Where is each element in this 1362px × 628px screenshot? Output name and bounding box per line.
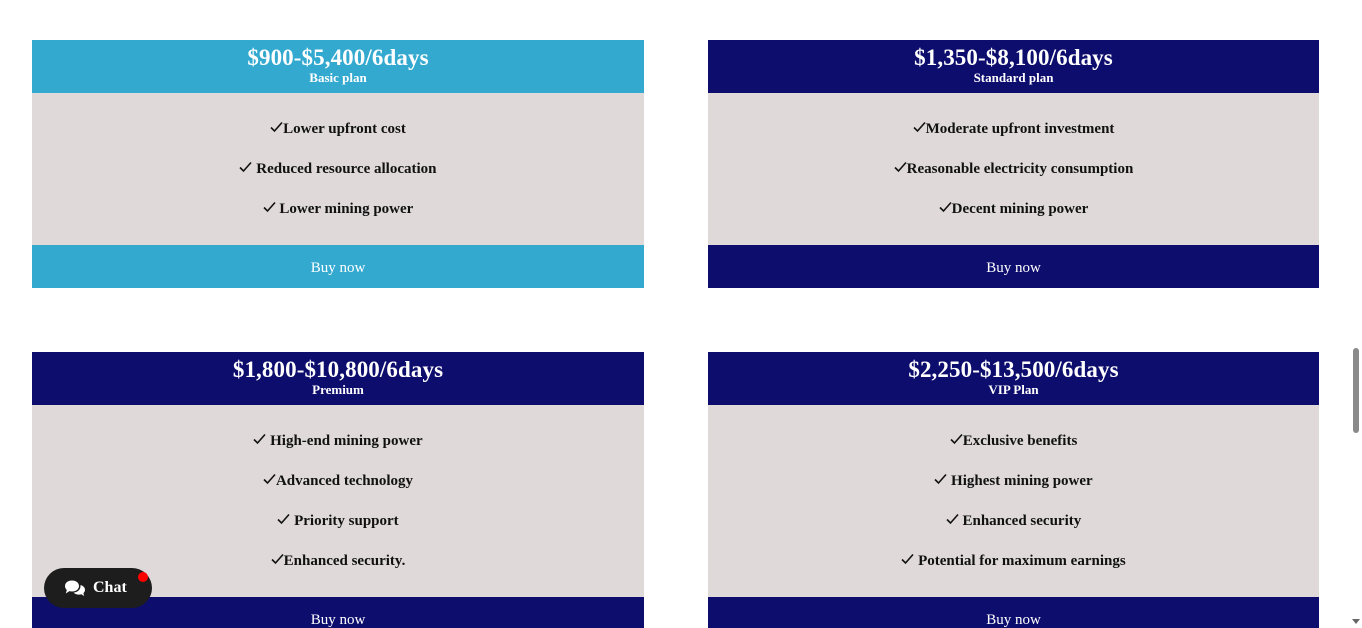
check-icon [239,161,253,173]
feature-item: Advanced technology [32,470,644,510]
feature-item: High-end mining power [32,430,644,470]
buy-now-button[interactable]: Buy now [708,597,1319,628]
feature-item: Reasonable electricity consumption [708,158,1319,198]
feature-item: Moderate upfront investment [708,118,1319,158]
scroll-down-arrow-icon[interactable] [1352,619,1360,624]
plan-header: $900-$5,400/6days Basic plan [32,40,644,93]
plan-price: $1,800-$10,800/6days [232,357,444,382]
check-icon [263,473,276,485]
notification-badge [138,572,148,582]
chat-bubbles-icon [64,579,86,597]
feature-label: Highest mining power [947,473,1093,489]
plan-card-vip: $2,250-$13,500/6days VIP Plan Exclusive … [708,352,1319,628]
plan-card-basic: $900-$5,400/6days Basic plan Lower upfro… [32,40,644,288]
plan-header: $1,350-$8,100/6days Standard plan [708,40,1319,93]
check-icon [894,161,907,173]
feature-label: Enhanced security [958,513,1082,529]
check-icon [912,121,926,133]
feature-item: Decent mining power [708,198,1319,238]
plan-price: $1,350-$8,100/6days [914,45,1113,70]
feature-label: Potential for maximum earnings [914,553,1126,569]
check-icon [934,473,947,485]
plan-header: $1,800-$10,800/6days Premium [32,352,644,405]
vertical-scrollbar[interactable] [1350,0,1362,628]
plan-name: VIP Plan [988,382,1039,397]
plan-header: $2,250-$13,500/6days VIP Plan [708,352,1319,405]
plan-name: Basic plan [309,70,367,85]
plan-price: $2,250-$13,500/6days [908,357,1119,382]
feature-item: Lower mining power [32,198,644,238]
plan-features: Moderate upfront investment Reasonable e… [708,93,1319,245]
feature-label: Lower upfront cost [283,121,406,137]
plan-features: Lower upfront cost Reduced resource allo… [32,93,644,245]
check-icon [939,201,952,213]
scrollbar-thumb[interactable] [1353,348,1359,433]
check-icon [950,433,963,445]
plan-features: Exclusive benefits Highest mining power … [708,405,1319,597]
feature-label: Priority support [290,513,399,529]
check-icon [253,433,266,445]
plan-card-premium: $1,800-$10,800/6days Premium High-end mi… [32,352,644,628]
chat-label: Chat [93,579,127,596]
check-icon [277,513,290,525]
feature-label: Moderate upfront investment [925,121,1115,137]
feature-item: Priority support [32,510,644,550]
plan-name: Standard plan [973,70,1054,85]
feature-label: Reduced resource allocation [252,161,437,177]
feature-item: Lower upfront cost [32,118,644,158]
feature-label: Decent mining power [951,201,1089,217]
feature-label: Lower mining power [275,201,414,217]
plan-features: High-end mining power Advanced technolog… [32,405,644,597]
feature-item: Potential for maximum earnings [708,550,1319,590]
feature-label: Exclusive benefits [962,433,1078,449]
check-icon [901,553,914,565]
feature-label: Reasonable electricity consumption [906,161,1134,177]
chat-button[interactable]: Chat [44,568,152,608]
check-icon [271,553,284,565]
plan-card-standard: $1,350-$8,100/6days Standard plan Modera… [708,40,1319,288]
feature-item: Enhanced security [708,510,1319,550]
buy-now-button[interactable]: Buy now [32,245,644,288]
check-icon [270,121,283,133]
feature-item: Highest mining power [708,470,1319,510]
plan-name: Premium [312,382,364,397]
plan-price: $900-$5,400/6days [247,45,429,70]
feature-item: Reduced resource allocation [32,158,644,198]
check-icon [946,513,959,525]
feature-label: High-end mining power [266,433,423,449]
buy-now-button[interactable]: Buy now [708,245,1319,288]
check-icon [263,201,276,213]
feature-label: Enhanced security. [283,553,406,569]
feature-item: Exclusive benefits [708,430,1319,470]
feature-label: Advanced technology [275,473,414,489]
feature-item: Enhanced security. [32,550,644,590]
